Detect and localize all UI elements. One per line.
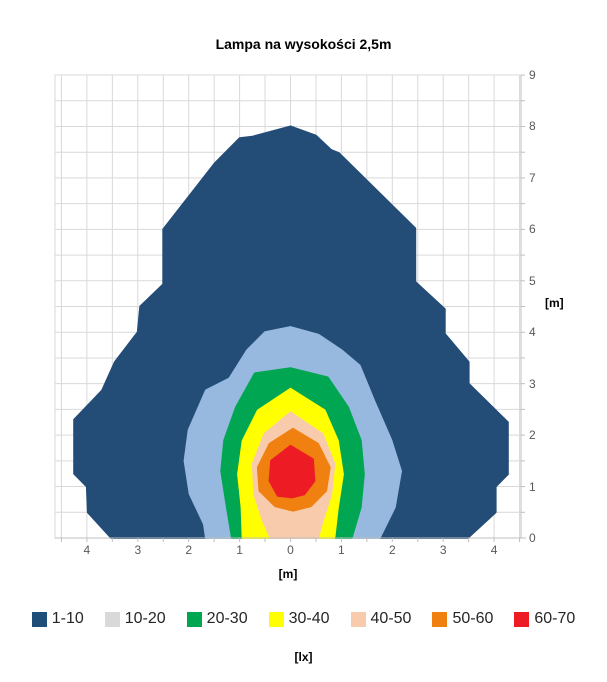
legend-swatch [432, 611, 448, 627]
x-tick-label: 0 [287, 543, 294, 557]
legend-item-50-60: 50-60 [432, 610, 493, 628]
legend-label: 60-70 [534, 610, 576, 627]
legend-label: 30-40 [288, 610, 330, 627]
legend-item-10-20: 10-20 [104, 610, 166, 628]
legend-swatch [186, 611, 202, 627]
legend-label: 40-50 [370, 610, 412, 627]
legend-item-1-10: 1-10 [31, 610, 84, 628]
legend-label: 50-60 [452, 610, 494, 627]
y-tick-label: 4 [529, 325, 536, 340]
legend-item-60-70: 60-70 [514, 610, 575, 628]
x-axis-title: [m] [278, 567, 298, 581]
y-tick-label: 8 [529, 119, 536, 134]
x-tick-label: 4 [490, 543, 498, 557]
x-tick-label: 3 [439, 543, 447, 557]
y-tick-label: 7 [529, 170, 536, 185]
contour-band-60-70 [268, 444, 316, 499]
y-tick-label: 2 [529, 428, 536, 443]
y-tick-label: 9 [529, 68, 536, 83]
legend-item-20-30: 20-30 [186, 610, 248, 628]
x-tick-label: 2 [388, 543, 396, 557]
x-tick-label: 3 [134, 543, 142, 557]
legend-title: [lx] [294, 650, 313, 664]
legend-swatch [104, 611, 120, 627]
x-tick-label: 4 [83, 543, 91, 557]
y-tick-label: 6 [529, 222, 536, 237]
x-tick-label: 1 [236, 543, 243, 557]
y-tick-label: 3 [529, 376, 536, 391]
legend-label: 10-20 [124, 610, 166, 627]
legend-label: 1-10 [51, 610, 84, 627]
legend-swatch [31, 611, 47, 627]
x-tick-label: 1 [338, 543, 345, 557]
legend-item-30-40: 30-40 [268, 610, 330, 628]
legend: 1-10 10-20 20-30 30-40 40-50 50-60 60-70 [0, 610, 607, 628]
legend-swatch [514, 611, 530, 627]
legend-label: 20-30 [206, 610, 248, 627]
y-tick-label: 1 [529, 479, 536, 494]
y-axis-title: [m] [545, 296, 564, 310]
legend-swatch [350, 611, 366, 627]
x-tick-label: 2 [185, 543, 193, 557]
y-tick-label: 0 [529, 531, 536, 545]
chart-title: Lampa na wysokości 2,5m [215, 36, 392, 52]
legend-swatch [268, 611, 284, 627]
legend-item-40-50: 40-50 [350, 610, 412, 628]
y-tick-label: 5 [529, 273, 536, 288]
